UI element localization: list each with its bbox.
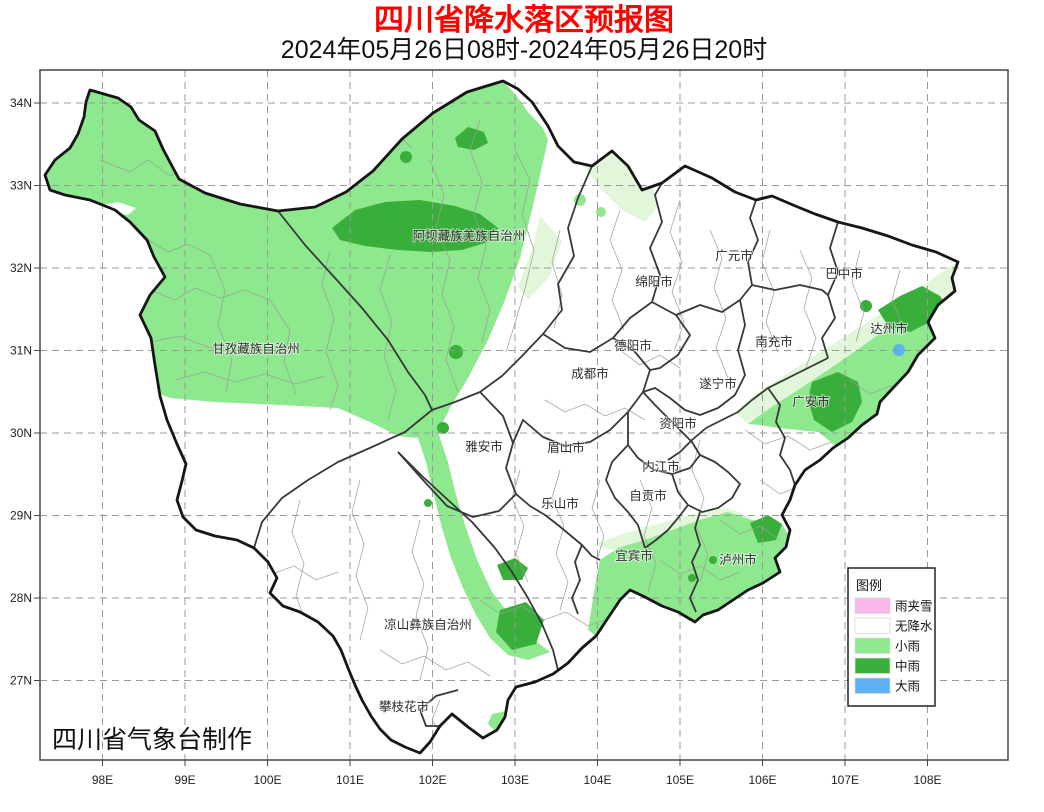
prefecture-boundaries <box>253 165 839 727</box>
lon-label: 99E <box>174 773 195 787</box>
legend-swatch-sleet <box>854 597 891 614</box>
rain-moderate-zones <box>332 127 948 650</box>
longitude-labels: 98E 99E 100E 101E 102E 103E 104E 105E 10… <box>92 773 942 787</box>
label-yaan: 雅安市 <box>465 439 503 454</box>
lon-label: 104E <box>583 773 611 787</box>
label-suining: 遂宁市 <box>699 376 737 391</box>
moderate-aba-band <box>332 200 498 252</box>
lon-label: 107E <box>831 773 859 787</box>
lon-label: 98E <box>92 773 113 787</box>
legend-label-sleet: 雨夹雪 <box>895 600 933 614</box>
lon-label: 100E <box>253 773 281 787</box>
label-nanchong: 南充市 <box>755 334 793 349</box>
lat-label: 29N <box>10 509 32 523</box>
label-bazhong: 巴中市 <box>825 266 863 281</box>
label-luzhou: 泸州市 <box>719 552 757 567</box>
lon-label: 103E <box>501 773 529 787</box>
heavy-rain-dazhou-spot <box>893 344 905 356</box>
fringe-central-strip <box>518 216 562 300</box>
label-guangan: 广安市 <box>792 394 830 409</box>
label-dazhou: 达州市 <box>870 321 908 336</box>
legend-swatch-norain <box>854 617 891 634</box>
light-rain-dot-2 <box>596 207 606 217</box>
legend-label-moderate: 中雨 <box>895 659 920 674</box>
lon-label: 106E <box>748 773 776 787</box>
lat-label: 31N <box>10 344 32 358</box>
legend-swatch-light <box>854 637 891 654</box>
legend-title: 图例 <box>856 578 882 593</box>
legend-label-norain: 无降水 <box>895 620 933 634</box>
lat-label: 30N <box>10 426 32 440</box>
page-title: 四川省降水落区预报图 <box>374 4 674 37</box>
moderate-tongue-bottom <box>496 602 544 650</box>
legend-swatch-moderate <box>854 657 891 674</box>
label-yibin: 宜宾市 <box>615 548 653 563</box>
legend-swatch-heavy <box>854 677 891 694</box>
lon-label: 102E <box>418 773 446 787</box>
province-outline <box>43 79 960 755</box>
county-boundaries <box>94 119 911 741</box>
plot-frame <box>39 69 1009 761</box>
label-mianyang: 绵阳市 <box>635 274 673 289</box>
label-guangyuan: 广元市 <box>715 248 753 263</box>
label-neijiang: 内江市 <box>642 459 680 474</box>
label-meishan: 眉山市 <box>547 440 585 455</box>
graticule <box>40 70 1008 760</box>
credit-text: 四川省气象台制作 <box>52 726 252 754</box>
lat-label: 34N <box>10 96 32 110</box>
label-chengdu: 成都市 <box>571 366 609 381</box>
lat-label: 27N <box>10 674 32 688</box>
moderate-guangan <box>808 372 862 432</box>
lat-label: 28N <box>10 591 32 605</box>
moderate-aba-north <box>455 127 488 150</box>
axis-ticks <box>34 102 928 766</box>
lon-label: 105E <box>666 773 694 787</box>
lon-label: 101E <box>336 773 364 787</box>
page-subtitle: 2024年05月26日08时-2024年05月26日20时 <box>281 36 767 64</box>
region-labels: 阿坝藏族羌族自治州 甘孜藏族自治州 凉山彝族自治州 攀枝花市 绵阳市 德阳市 成… <box>211 228 909 715</box>
label-liangshan: 凉山彝族自治州 <box>384 617 472 632</box>
label-panzhihua: 攀枝花市 <box>379 699 429 714</box>
latitude-labels: 34N 33N 32N 31N 30N 29N 28N 27N <box>10 96 32 688</box>
legend-label-heavy: 大雨 <box>895 680 920 694</box>
label-aba: 阿坝藏族羌族自治州 <box>413 229 526 243</box>
lat-label: 32N <box>10 261 32 275</box>
lon-label: 108E <box>913 773 941 787</box>
label-ganzi: 甘孜藏族自治州 <box>212 342 300 356</box>
rain-heavy-zones <box>893 344 905 356</box>
legend-label-light: 小雨 <box>895 640 920 654</box>
lat-label: 33N <box>10 179 32 193</box>
light-rain-south-zone <box>588 512 790 636</box>
label-leshan: 乐山市 <box>541 496 579 511</box>
precipitation-layer <box>45 81 958 741</box>
label-deyang: 德阳市 <box>614 338 652 353</box>
legend: 图例 雨夹雪 无降水 小雨 中雨 大雨 <box>847 567 936 707</box>
label-ziyang: 资阳市 <box>659 416 697 431</box>
label-zigong: 自贡市 <box>629 488 667 503</box>
